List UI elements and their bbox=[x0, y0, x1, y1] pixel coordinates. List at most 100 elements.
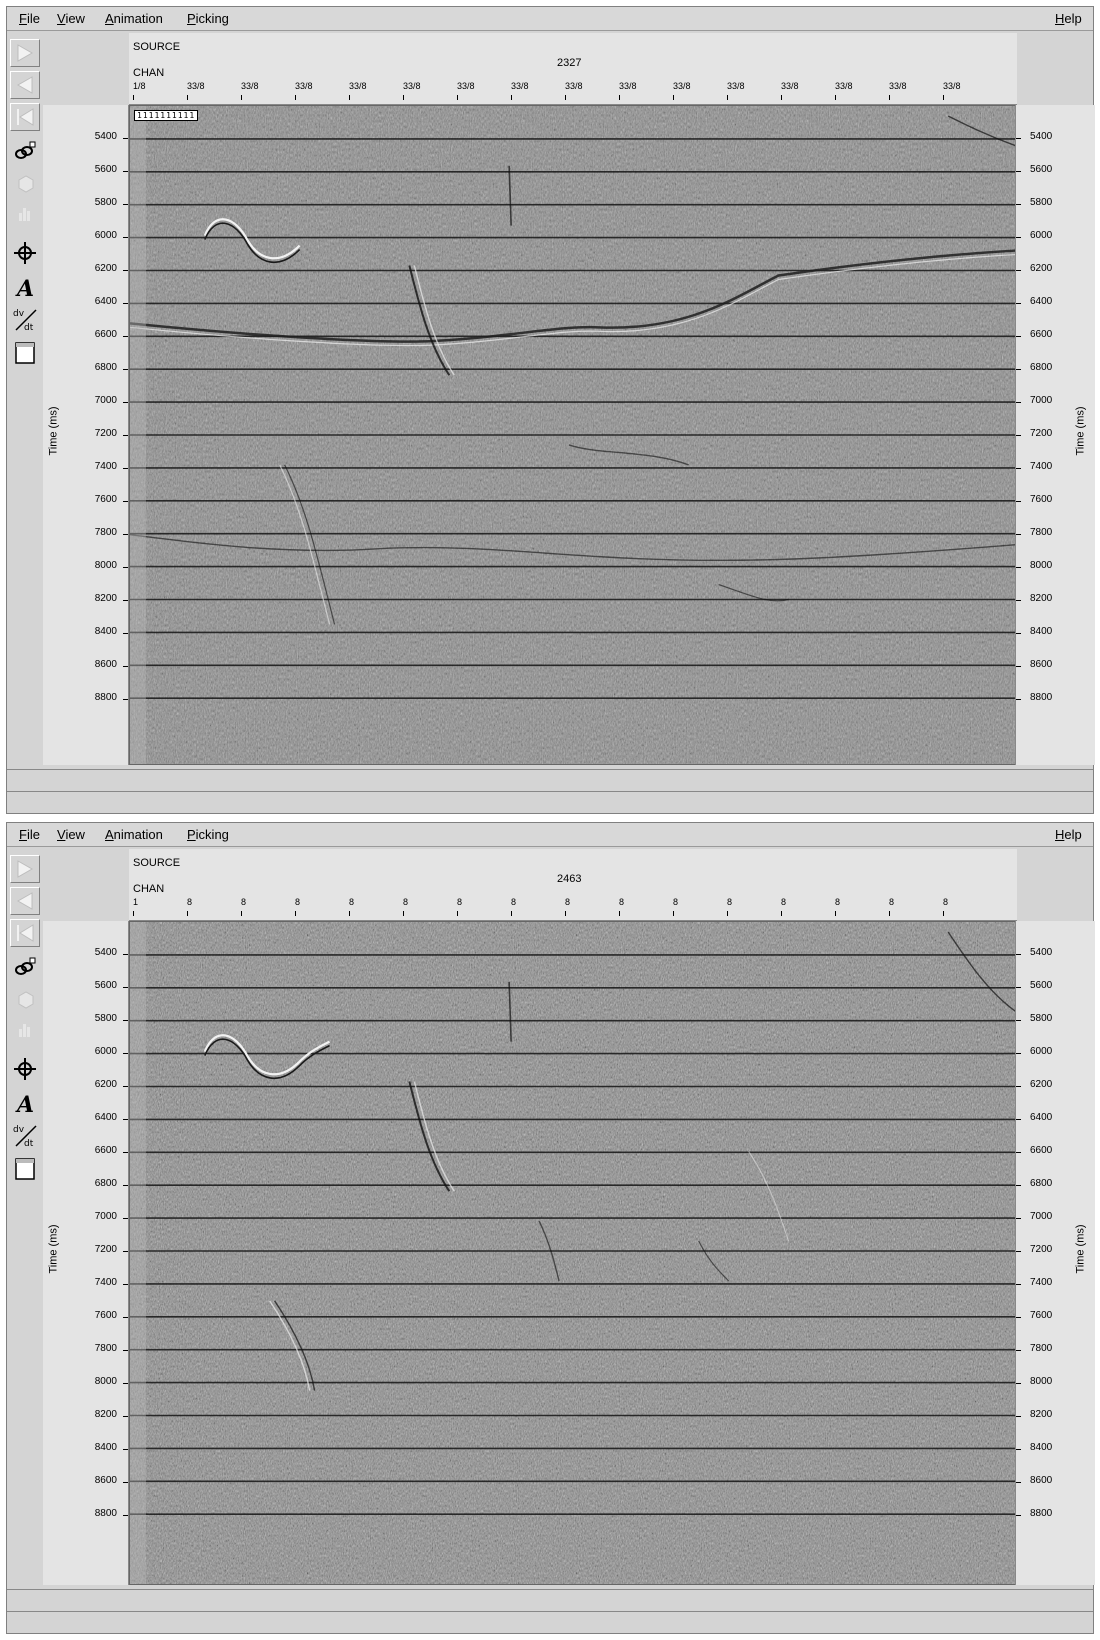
svg-text:dv: dv bbox=[13, 1125, 25, 1135]
play-forward-tool[interactable] bbox=[10, 855, 40, 883]
time-tick-mark bbox=[1016, 270, 1021, 271]
time-tick-mark bbox=[1016, 534, 1021, 535]
menu-file[interactable]: File bbox=[19, 827, 40, 842]
seismic-image-1 bbox=[130, 106, 1016, 764]
time-tick-label: 7000 bbox=[1030, 1211, 1053, 1222]
histogram-tool[interactable] bbox=[10, 1015, 40, 1043]
cube-tool[interactable] bbox=[10, 169, 40, 197]
chan-tick-mark bbox=[133, 911, 134, 916]
time-tick-mark bbox=[123, 1251, 128, 1252]
chan-tick-mark bbox=[727, 911, 728, 916]
status-bar-2b bbox=[7, 1611, 1093, 1633]
chan-tick-label: 1/8 bbox=[133, 81, 146, 91]
time-tick-label: 8000 bbox=[94, 560, 117, 571]
blank-panel-tool[interactable] bbox=[10, 1155, 40, 1183]
move-cross-icon bbox=[13, 1057, 37, 1081]
time-tick-label: 6600 bbox=[94, 1145, 117, 1156]
status-bar-2 bbox=[7, 1589, 1093, 1611]
time-tick-label: 6200 bbox=[1030, 263, 1053, 274]
time-tick-label: 8600 bbox=[94, 659, 117, 670]
seismic-section-1[interactable]: 1111111111 bbox=[129, 105, 1017, 765]
play-backward-tool[interactable] bbox=[10, 71, 40, 99]
annotate-text-tool[interactable]: A bbox=[10, 273, 40, 301]
time-tick-mark bbox=[1016, 1020, 1021, 1021]
blank-panel-icon bbox=[14, 341, 36, 365]
time-tick-label: 7400 bbox=[1030, 1277, 1053, 1288]
menu-bar: File View Animation Picking Help bbox=[7, 823, 1093, 847]
time-tick-mark bbox=[123, 270, 128, 271]
time-tick-mark bbox=[123, 1416, 128, 1417]
menu-animation[interactable]: Animation bbox=[105, 11, 163, 26]
move-cross-tool[interactable] bbox=[10, 1055, 40, 1083]
play-forward-tool[interactable] bbox=[10, 39, 40, 67]
rewind-tool[interactable] bbox=[10, 919, 40, 947]
zoom-link-tool[interactable] bbox=[10, 953, 40, 981]
source-value: 2327 bbox=[557, 57, 582, 69]
chan-tick-label: 1 bbox=[133, 897, 139, 907]
time-tick-mark bbox=[123, 699, 128, 700]
menu-help[interactable]: Help bbox=[1055, 827, 1082, 842]
chan-tick-label: 8 bbox=[835, 897, 841, 907]
time-tick-label: 6200 bbox=[1030, 1079, 1053, 1090]
time-tick-mark bbox=[1016, 303, 1021, 304]
time-tick-label: 8200 bbox=[94, 1409, 117, 1420]
time-tick-mark bbox=[1016, 633, 1021, 634]
chan-tick-label: 8 bbox=[295, 897, 301, 907]
derivative-tool[interactable]: dv dt bbox=[10, 1121, 40, 1149]
time-tick-mark bbox=[1016, 237, 1021, 238]
chan-tick-label: 8 bbox=[349, 897, 355, 907]
svg-text:dv: dv bbox=[13, 309, 25, 319]
histogram-tool[interactable] bbox=[10, 199, 40, 227]
time-tick-mark bbox=[1016, 954, 1021, 955]
play-backward-icon bbox=[14, 891, 36, 911]
play-backward-icon bbox=[14, 75, 36, 95]
menu-file[interactable]: File bbox=[19, 11, 40, 26]
chan-tick-label: 8 bbox=[781, 897, 787, 907]
chan-tick-mark bbox=[673, 95, 674, 100]
cube-tool[interactable] bbox=[10, 985, 40, 1013]
time-tick-label: 7800 bbox=[1030, 1343, 1053, 1354]
menu-picking[interactable]: Picking bbox=[187, 11, 229, 26]
pick-label-tag[interactable]: 1111111111 bbox=[134, 110, 199, 121]
seismic-section-2[interactable] bbox=[129, 921, 1017, 1585]
menu-view[interactable]: View bbox=[57, 827, 85, 842]
play-forward-icon bbox=[14, 859, 36, 879]
cube-icon bbox=[14, 989, 36, 1009]
move-cross-tool[interactable] bbox=[10, 239, 40, 267]
status-bar-1b bbox=[7, 791, 1093, 813]
time-tick-mark bbox=[123, 1284, 128, 1285]
chan-tick-row: 1 8 8 8 8 8 8 8 8 8 8 8 8 8 8 8 bbox=[129, 897, 1017, 919]
time-tick-label: 7800 bbox=[94, 1343, 117, 1354]
time-tick-label: 6200 bbox=[94, 1079, 117, 1090]
time-tick-mark bbox=[123, 633, 128, 634]
time-tick-label: 5600 bbox=[1030, 164, 1053, 175]
time-tick-label: 8800 bbox=[1030, 1508, 1053, 1519]
time-tick-mark bbox=[1016, 369, 1021, 370]
rewind-tool[interactable] bbox=[10, 103, 40, 131]
chan-tick-mark bbox=[403, 95, 404, 100]
menu-animation[interactable]: Animation bbox=[105, 827, 163, 842]
time-tick-label: 5400 bbox=[94, 947, 117, 958]
source-label: SOURCE bbox=[133, 857, 181, 869]
time-tick-mark bbox=[1016, 1053, 1021, 1054]
menu-view[interactable]: View bbox=[57, 11, 85, 26]
chan-tick-mark bbox=[781, 95, 782, 100]
menu-picking[interactable]: Picking bbox=[187, 827, 229, 842]
time-axis-left: Time (ms) 5400 5600 5800 6000 6200 6400 6600 68… bbox=[43, 105, 129, 765]
time-tick-label: 7000 bbox=[94, 395, 117, 406]
blank-panel-tool[interactable] bbox=[10, 339, 40, 367]
time-tick-label: 7200 bbox=[1030, 428, 1053, 439]
derivative-tool[interactable]: dv dt bbox=[10, 305, 40, 333]
play-backward-tool[interactable] bbox=[10, 887, 40, 915]
chan-tick-mark bbox=[295, 911, 296, 916]
time-tick-mark bbox=[1016, 987, 1021, 988]
annotate-text-tool[interactable]: A bbox=[10, 1089, 40, 1117]
time-tick-label: 7600 bbox=[1030, 1310, 1053, 1321]
chan-tick-mark bbox=[673, 911, 674, 916]
time-tick-label: 6600 bbox=[1030, 329, 1053, 340]
chan-tick-mark bbox=[781, 911, 782, 916]
zoom-link-tool[interactable] bbox=[10, 137, 40, 165]
menu-help[interactable]: Help bbox=[1055, 11, 1082, 26]
time-tick-mark bbox=[1016, 1218, 1021, 1219]
time-tick-label: 6200 bbox=[94, 263, 117, 274]
